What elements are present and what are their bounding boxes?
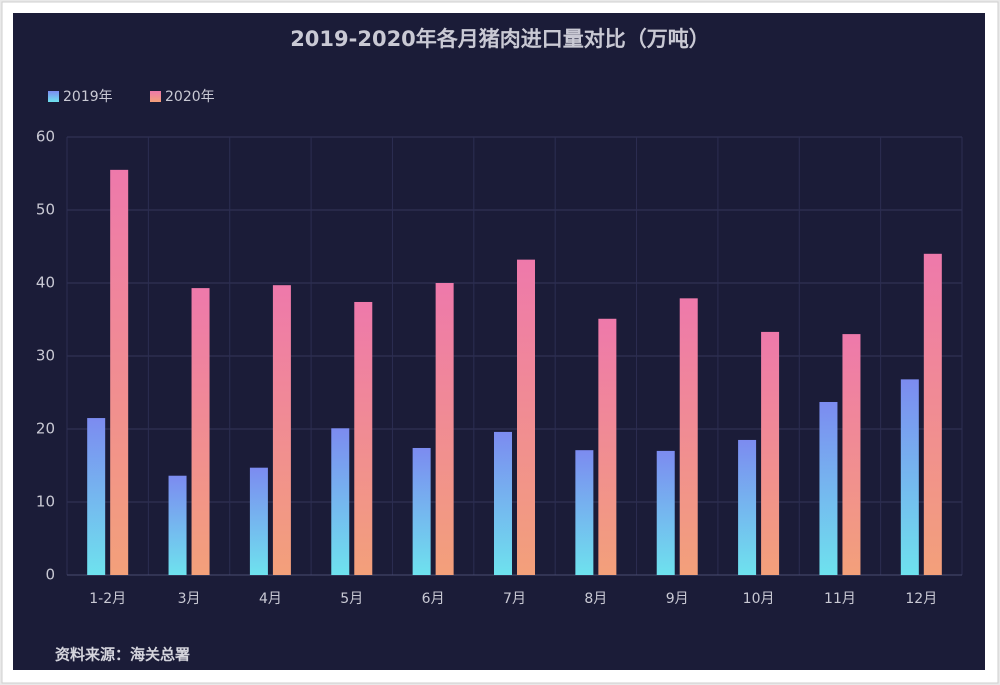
legend-swatch — [150, 91, 161, 102]
bar — [331, 428, 350, 575]
x-tick-label: 3月 — [178, 591, 201, 607]
bar — [110, 169, 129, 575]
bar — [842, 334, 861, 575]
bar — [412, 447, 431, 575]
y-tick-label: 50 — [36, 201, 55, 219]
y-tick-label: 10 — [36, 493, 55, 511]
legend-swatch — [48, 91, 59, 102]
bar — [87, 418, 106, 575]
x-tick-label: 7月 — [503, 591, 526, 607]
bar — [435, 283, 454, 575]
bar — [575, 450, 594, 575]
y-tick-label: 30 — [36, 347, 55, 365]
bar — [900, 379, 919, 575]
source-note: 资料来源：海关总署 — [55, 646, 190, 664]
bar — [517, 259, 535, 575]
bar — [354, 301, 373, 575]
x-tick-label: 8月 — [584, 591, 607, 607]
bar — [679, 298, 698, 575]
y-tick-label: 60 — [36, 128, 55, 146]
x-tick-label: 6月 — [422, 591, 445, 607]
x-tick-label: 5月 — [340, 591, 363, 607]
y-tick-label: 20 — [36, 420, 55, 438]
bar — [494, 431, 512, 575]
chart-title: 2019-2020年各月猪肉进口量对比（万吨） — [290, 27, 710, 51]
bar — [656, 450, 675, 575]
legend-label: 2019年 — [63, 89, 113, 105]
x-tick-label: 12月 — [905, 591, 937, 607]
bar — [923, 253, 942, 576]
bar — [761, 331, 780, 575]
x-tick-label: 4月 — [259, 591, 282, 607]
legend-label: 2020年 — [165, 89, 215, 105]
y-tick-label: 0 — [45, 566, 55, 584]
bar — [819, 401, 838, 575]
x-tick-label: 11月 — [824, 591, 856, 607]
x-tick-label: 9月 — [666, 591, 689, 607]
x-tick-label: 1-2月 — [89, 591, 126, 607]
bar — [191, 288, 210, 575]
x-tick-label: 10月 — [743, 591, 775, 607]
y-tick-label: 40 — [36, 274, 55, 292]
bar — [598, 318, 617, 575]
bar — [249, 467, 268, 575]
bar — [738, 439, 757, 575]
bar — [168, 475, 187, 575]
bar — [272, 285, 291, 575]
